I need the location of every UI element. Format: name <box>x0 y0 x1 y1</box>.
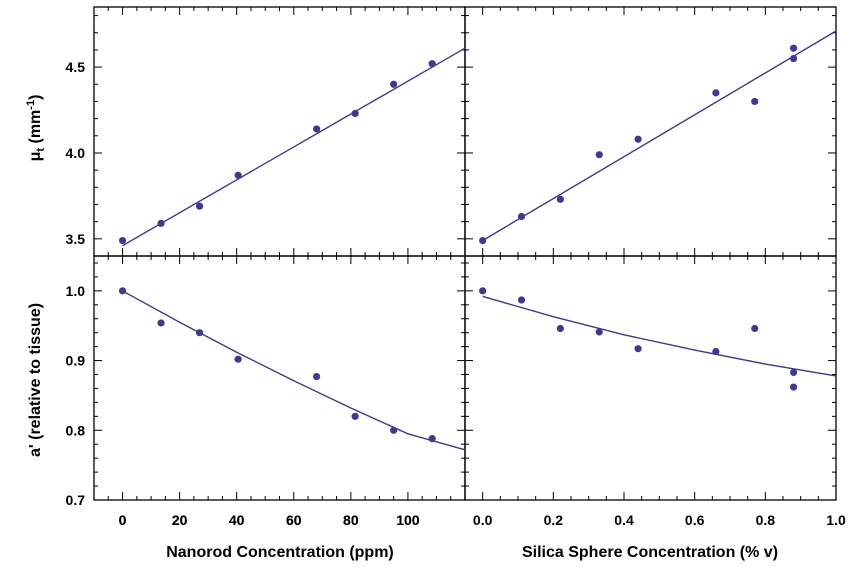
bottom-left-data-point <box>234 355 242 363</box>
top-right-data-point <box>595 151 603 159</box>
y-tick-label: 0.7 <box>66 492 86 508</box>
top-left-data-point <box>313 125 321 133</box>
bottom-left-data-point <box>428 435 436 443</box>
x-axis-title-right: Silica Sphere Concentration (% v) <box>522 544 778 561</box>
x-tick-label: 80 <box>343 512 359 528</box>
x-tick-label: 60 <box>286 512 302 528</box>
fit-lines <box>122 30 837 451</box>
bottom-right-frame <box>464 255 837 501</box>
y-tick-label: 4.5 <box>66 59 86 75</box>
x-tick-label: 0.6 <box>685 512 705 528</box>
unit-open: (mm <box>27 110 44 148</box>
bottom-left-data-point <box>351 412 359 420</box>
top-left-data-point <box>195 202 204 210</box>
bottom-left-frame <box>93 255 466 501</box>
bottom-right-data-point <box>751 324 759 333</box>
bottom-right-data-point <box>479 287 487 295</box>
top-right-data-point <box>556 195 565 203</box>
bottom-right-data-point <box>790 383 798 391</box>
bottom-left-fit-line <box>122 290 466 451</box>
top-right-data-point <box>790 44 798 52</box>
top-right-fit-line <box>482 30 837 242</box>
y-tick-label: 1.0 <box>66 283 86 299</box>
bottom-left-data-point <box>313 373 321 381</box>
x-tick-label: 100 <box>396 512 420 528</box>
x-tick-label: 0.8 <box>756 512 776 528</box>
bottom-right-data-point <box>595 328 603 336</box>
top-left-data-point <box>390 80 398 88</box>
bottom-right-data-point <box>712 347 720 356</box>
top-right-data-point <box>751 97 759 106</box>
bottom-right-fit-line <box>482 295 837 377</box>
top-left-data-point <box>234 171 242 179</box>
x-tick-label: 40 <box>229 512 245 528</box>
top-right-data-point <box>712 89 720 97</box>
bottom-left-data-point <box>195 329 204 337</box>
x-tick-label: 20 <box>172 512 188 528</box>
bottom-left-data-point <box>390 426 398 434</box>
bottom-right-data-point <box>556 324 565 333</box>
top-left-frame <box>93 6 466 257</box>
unit-superscript: -1 <box>25 100 37 110</box>
y-tick-label: 0.9 <box>66 353 86 369</box>
x-tick-label: 0 <box>119 512 127 528</box>
bottom-right-data-point <box>634 345 642 353</box>
mu-symbol: μ <box>27 152 44 162</box>
top-left-data-point <box>428 60 436 68</box>
x-axis-title-left: Nanorod Concentration (ppm) <box>166 544 394 561</box>
x-tick-label: 60 <box>286 512 302 528</box>
y-tick-label: 4.0 <box>66 145 86 161</box>
bottom-right-data-point <box>517 296 526 304</box>
top-left-data-point <box>118 236 127 245</box>
x-tick-label: 0.4 <box>614 512 634 528</box>
unit-close: ) <box>27 95 44 100</box>
top-right-data-point <box>479 236 487 245</box>
data-points <box>118 44 798 443</box>
x-tick-label: 80 <box>343 512 359 528</box>
top-right-data-point <box>634 135 642 143</box>
top-left-data-point <box>351 109 359 118</box>
x-tick-label: 0 <box>119 512 127 528</box>
x-tick-label: 0.2 <box>544 512 564 528</box>
top-right-data-point <box>517 212 526 221</box>
bottom-left-data-point <box>118 287 127 295</box>
top-right-data-point <box>790 54 798 63</box>
x-tick-label: 1.0 <box>826 512 846 528</box>
x-tick-label: 0.0 <box>473 512 493 528</box>
bottom-right-data-point <box>790 368 798 377</box>
y-axis-title-bottom: a' (relative to tissue) <box>27 303 44 457</box>
x-tick-label: 100 <box>396 512 420 528</box>
x-tick-label: 20 <box>172 512 188 528</box>
y-tick-label: 0.8 <box>66 422 86 438</box>
bottom-left-data-point <box>157 319 165 327</box>
y-axis-title-top: μt (mm-1) <box>25 95 47 162</box>
x-tick-label: 40 <box>229 512 245 528</box>
axis-ticks <box>93 7 837 501</box>
mu-subscript: t <box>35 148 47 152</box>
top-left-fit-line <box>122 47 466 247</box>
y-tick-label: 3.5 <box>66 231 86 247</box>
top-left-data-point <box>157 219 165 227</box>
